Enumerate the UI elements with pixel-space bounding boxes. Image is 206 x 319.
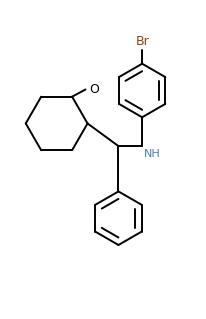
Text: Br: Br	[135, 35, 149, 48]
Text: O: O	[90, 83, 99, 96]
Text: NH: NH	[144, 149, 161, 159]
